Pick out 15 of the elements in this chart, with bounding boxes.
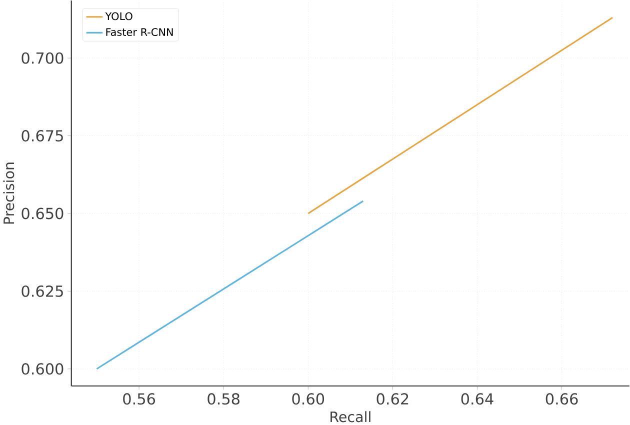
x-axis-title: Recall <box>330 411 370 422</box>
y-axis-title: Precision <box>3 162 14 224</box>
y-tick-label: 0.600 <box>22 362 64 374</box>
x-tick-label: 0.56 <box>123 392 155 404</box>
x-tick-label: 0.60 <box>292 392 324 404</box>
y-tick-label: 0.650 <box>22 208 64 220</box>
x-tick-label: 0.58 <box>208 392 240 404</box>
x-tick-label: 0.66 <box>546 392 578 404</box>
y-tick-label: 0.625 <box>22 285 63 297</box>
x-tick-label: 0.64 <box>461 392 494 404</box>
y-tick-label: 0.675 <box>22 130 63 142</box>
x-tick-label: 0.62 <box>376 392 408 404</box>
y-tick-label: 0.700 <box>22 52 64 64</box>
legend-label: Faster R-CNN <box>106 28 173 36</box>
legend-label: YOLO <box>105 12 132 20</box>
